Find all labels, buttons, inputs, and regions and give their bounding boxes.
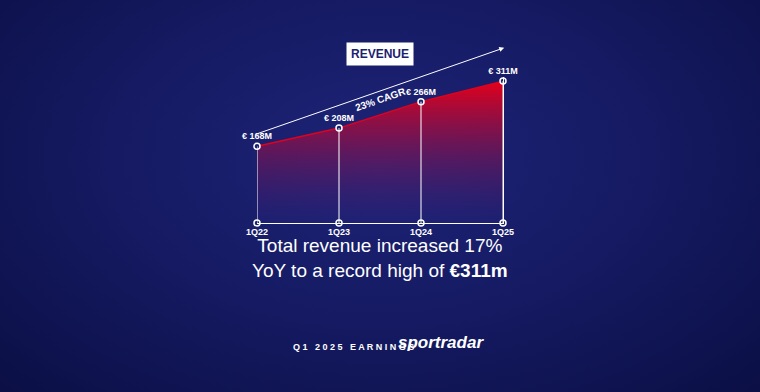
svg-text:€ 311M: € 311M [488,66,518,76]
svg-text:1Q23: 1Q23 [328,227,350,237]
svg-text:1Q22: 1Q22 [246,227,268,237]
svg-text:REVENUE: REVENUE [351,47,409,61]
svg-text:23% CAGR: 23% CAGR [354,85,408,113]
svg-text:1Q24: 1Q24 [410,227,432,237]
svg-text:Total revenue increased 17%YoY: Total revenue increased 17%YoY to a reco… [252,235,508,281]
svg-text:€ 168M: € 168M [242,131,272,141]
svg-text:€ 208M: € 208M [324,113,354,123]
svg-text:Q 1 2 0 2 5 E A R N I N G: Q 1 2 0 2 5 E A R N I N G S [293,342,414,352]
svg-text:1Q25: 1Q25 [492,227,514,237]
svg-text:€ 266M: € 266M [406,87,436,97]
svg-text:sportradar: sportradar [398,333,484,352]
